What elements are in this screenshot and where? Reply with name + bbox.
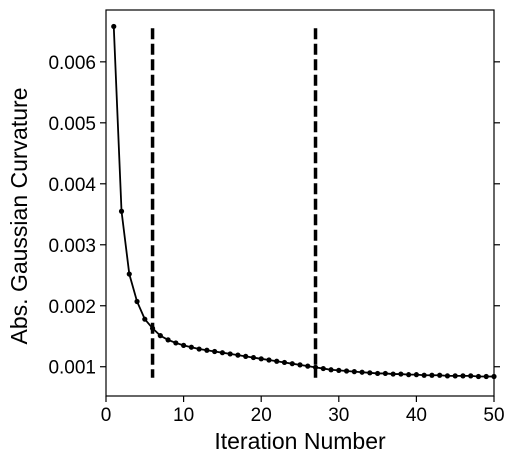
data-point: [367, 370, 373, 376]
axis-ticks: 0 10 20 30 40 50 0.001 0.002 0.003 0.004 0.005 0.00…: [48, 53, 504, 426]
data-point: [382, 370, 388, 377]
data-point: [157, 333, 163, 339]
data-point: [468, 373, 474, 379]
data-point: [328, 367, 334, 373]
data-point: [483, 373, 489, 380]
data-point: [351, 369, 357, 375]
data-point: [437, 372, 443, 378]
data-point: [173, 340, 179, 346]
data-point: [413, 372, 419, 378]
x-tick-label: 20: [251, 405, 272, 426]
data-point: [219, 350, 225, 356]
data-point: [181, 342, 187, 348]
y-tick-label: 0.005: [48, 114, 96, 135]
y-tick-label: 0.006: [48, 53, 96, 74]
y-tick-label: 0.004: [48, 175, 96, 196]
data-point: [235, 352, 241, 358]
data-point: [227, 351, 233, 357]
data-point: [188, 344, 194, 350]
data-point: [343, 368, 350, 374]
y-tick-label: 0.003: [48, 236, 96, 257]
x-tick-label: 0: [101, 405, 112, 426]
data-point: [250, 354, 257, 361]
data-point: [336, 367, 342, 373]
data-point: [111, 23, 117, 30]
data-point: [475, 373, 482, 380]
data-point: [212, 348, 218, 355]
data-point: [390, 371, 396, 377]
x-axis-label: Iteration Number: [214, 428, 386, 454]
data-point: [118, 208, 125, 214]
data-point: [375, 370, 381, 377]
data-point: [429, 372, 435, 378]
x-tick-label: 10: [173, 405, 194, 426]
data-point: [142, 316, 148, 322]
x-tick-label: 50: [483, 405, 504, 426]
data-point: [281, 359, 288, 366]
data-point: [460, 373, 466, 379]
plot-area: [111, 23, 497, 380]
x-tick-label: 30: [328, 405, 349, 426]
data-point: [204, 347, 210, 353]
data-point: [359, 369, 365, 375]
plot-frame: [105, 9, 495, 397]
data-point: [126, 271, 132, 277]
data-point: [134, 298, 140, 305]
x-tick-label: 40: [406, 405, 427, 426]
data-point: [398, 371, 404, 377]
data-point: [289, 361, 295, 367]
y-axis-label: Abs. Gaussian Curvature: [6, 88, 32, 345]
y-tick-label: 0.002: [48, 297, 96, 318]
data-point: [297, 362, 303, 368]
data-point: [243, 353, 249, 359]
data-point: [165, 337, 171, 343]
data-point: [266, 357, 272, 363]
data-point: [444, 373, 451, 379]
data-point: [452, 373, 458, 379]
data-point: [274, 358, 280, 364]
y-tick-label: 0.001: [48, 358, 96, 379]
series-line: [112, 26, 494, 378]
data-point: [258, 356, 264, 362]
data-point: [305, 363, 311, 369]
data-point: [406, 372, 412, 378]
data-point: [196, 346, 202, 352]
data-point: [421, 372, 427, 378]
data-point: [320, 365, 326, 372]
data-point: [312, 364, 319, 370]
